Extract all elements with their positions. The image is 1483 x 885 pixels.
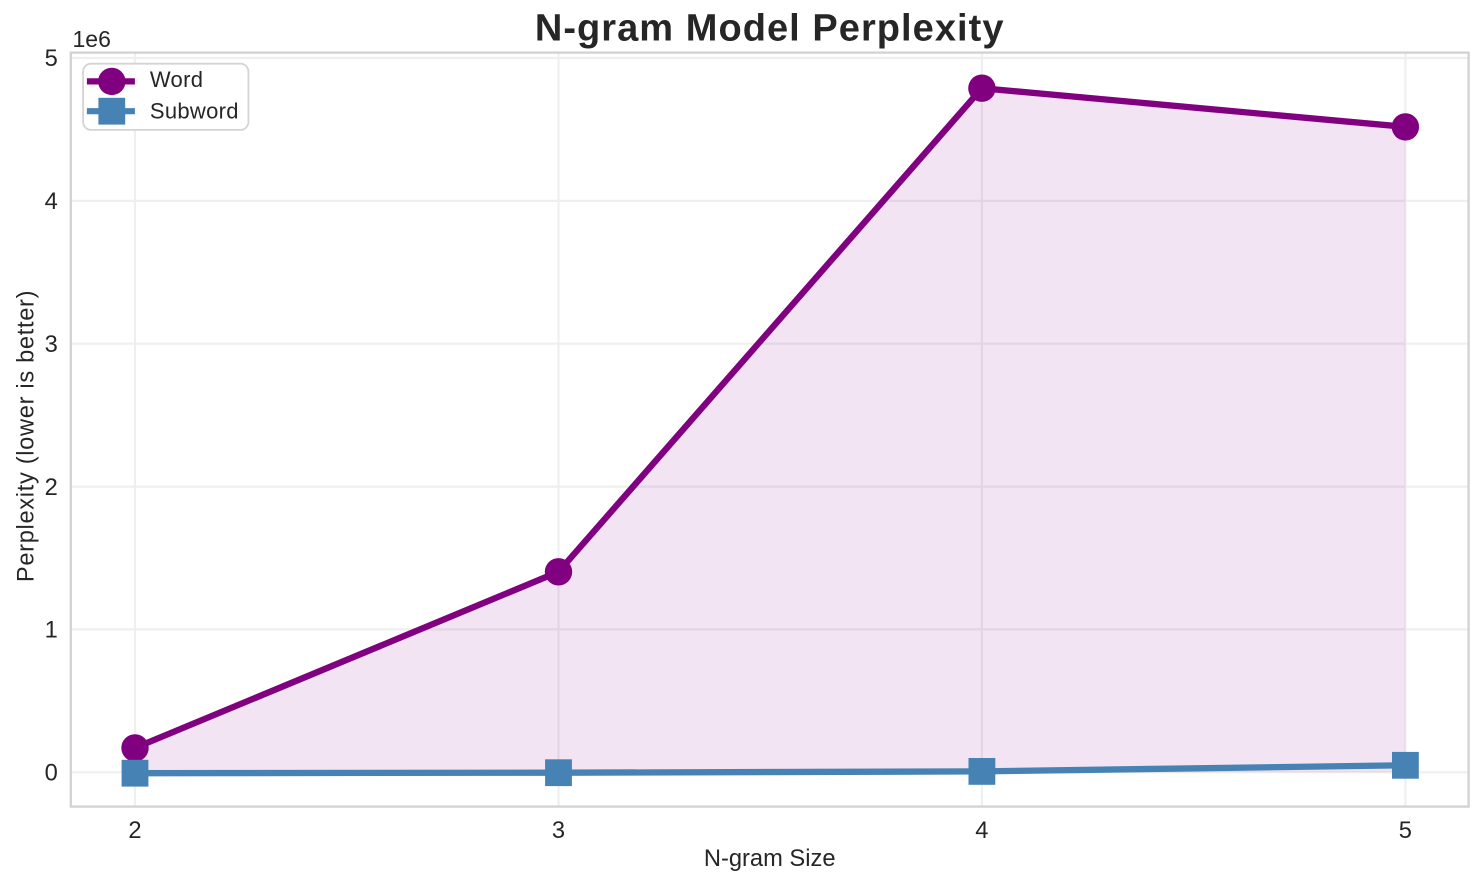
svg-text:3: 3 xyxy=(45,332,58,358)
svg-text:0: 0 xyxy=(45,761,58,787)
svg-text:4: 4 xyxy=(45,189,58,215)
svg-text:N-gram Size: N-gram Size xyxy=(704,846,836,872)
svg-text:5: 5 xyxy=(45,46,58,72)
svg-text:2: 2 xyxy=(128,818,141,844)
svg-text:5: 5 xyxy=(1399,818,1412,844)
svg-text:Subword: Subword xyxy=(150,99,239,124)
svg-text:N-gram Model Perplexity: N-gram Model Perplexity xyxy=(535,8,1005,50)
svg-text:Word: Word xyxy=(150,67,203,92)
svg-text:1e6: 1e6 xyxy=(73,26,111,52)
svg-text:2: 2 xyxy=(45,475,58,501)
svg-text:1: 1 xyxy=(45,618,58,644)
svg-text:4: 4 xyxy=(975,818,988,844)
svg-text:Perplexity (lower is better): Perplexity (lower is better) xyxy=(14,290,40,582)
svg-text:3: 3 xyxy=(552,818,565,844)
